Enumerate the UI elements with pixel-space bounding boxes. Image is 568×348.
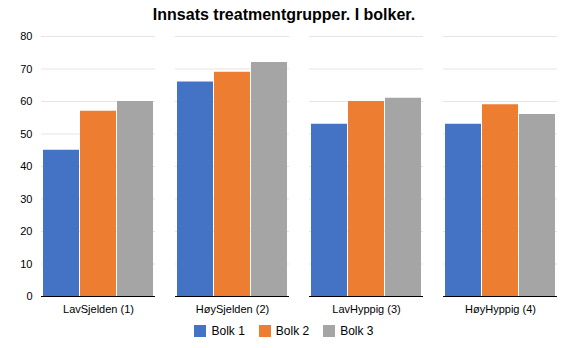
html-text:Bolk 1: Bolk 1 [211,324,245,338]
svg-text:70: 70 [20,63,32,75]
svg-text:20: 20 [20,225,32,237]
svg-text:HøyHyppig (4): HøyHyppig (4) [465,303,536,315]
svg-text:40: 40 [20,160,32,172]
svg-text:0: 0 [26,290,32,302]
svg-text:10: 10 [20,258,32,270]
svg-text:50: 50 [20,128,32,140]
svg-text:80: 80 [20,30,32,42]
svg-text:HøySjelden (2): HøySjelden (2) [196,303,269,315]
svg-text:LavHyppig (3): LavHyppig (3) [332,303,400,315]
svg-text:60: 60 [20,95,32,107]
html-text:Innsats treatmentgrupper. I bo: Innsats treatmentgrupper. I bolker. [152,6,416,23]
html-text:Bolk 3: Bolk 3 [340,324,374,338]
svg-text:LavSjelden (1): LavSjelden (1) [63,303,134,315]
svg-text:30: 30 [20,193,32,205]
html-text:Bolk 2: Bolk 2 [275,324,310,338]
